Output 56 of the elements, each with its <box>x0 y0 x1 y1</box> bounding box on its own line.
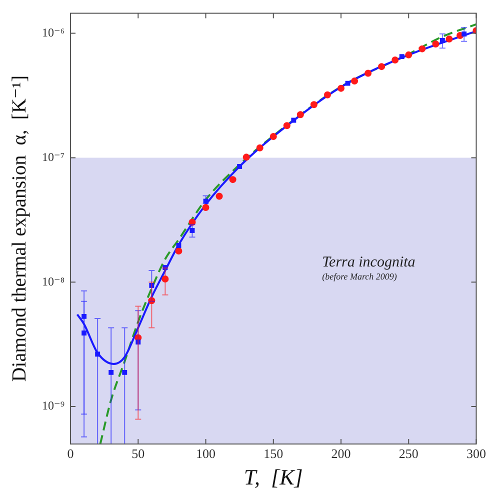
point <box>188 218 196 226</box>
y-tick-label: 10⁻⁸ <box>42 274 65 288</box>
point <box>324 91 331 98</box>
point <box>237 164 242 169</box>
y-axis-title: Diamond thermal expansion α, [K⁻¹] <box>8 75 30 382</box>
point <box>95 352 100 357</box>
point <box>242 154 250 161</box>
annotation: (before March 2009) <box>322 271 397 282</box>
point <box>345 80 350 86</box>
band-label: Terra incognita <box>322 254 416 270</box>
point <box>440 38 445 43</box>
point <box>176 243 182 248</box>
point <box>283 122 290 130</box>
x-tick-label: 200 <box>331 446 351 462</box>
point <box>256 144 264 152</box>
x-tick-label: 150 <box>264 446 284 462</box>
point <box>229 176 236 184</box>
x-axis-title: T, [K] <box>244 464 303 490</box>
point <box>203 198 208 204</box>
point <box>162 265 168 270</box>
x-tick-label: 300 <box>466 446 486 462</box>
point <box>378 63 386 70</box>
point <box>364 70 372 77</box>
point <box>82 330 87 336</box>
point <box>82 314 87 319</box>
point <box>148 297 156 304</box>
point <box>338 84 345 92</box>
point <box>351 78 358 85</box>
x-tick-label: 100 <box>196 446 216 462</box>
point <box>310 101 318 108</box>
point <box>216 192 223 200</box>
point <box>432 40 440 48</box>
point <box>175 247 182 254</box>
point <box>149 282 154 288</box>
x-tick-label: 50 <box>132 446 145 462</box>
point <box>136 340 141 345</box>
x-tick-label: 250 <box>398 446 418 462</box>
point <box>190 228 195 233</box>
point <box>108 370 114 375</box>
point <box>418 45 426 52</box>
point <box>462 32 467 36</box>
point <box>405 51 412 58</box>
point <box>392 56 399 64</box>
y-tick-label: 10⁻⁶ <box>42 25 65 40</box>
x-tick-label: 0 <box>67 446 74 462</box>
point <box>446 35 453 42</box>
y-tick-label: 10⁻⁷ <box>42 150 65 164</box>
y-tick-label: 10⁻⁹ <box>42 398 65 413</box>
point <box>291 118 296 123</box>
point <box>270 133 277 140</box>
point <box>399 54 404 60</box>
line-series <box>99 23 476 444</box>
point <box>202 204 210 211</box>
point <box>162 275 169 282</box>
point <box>296 111 304 118</box>
point <box>122 370 128 375</box>
